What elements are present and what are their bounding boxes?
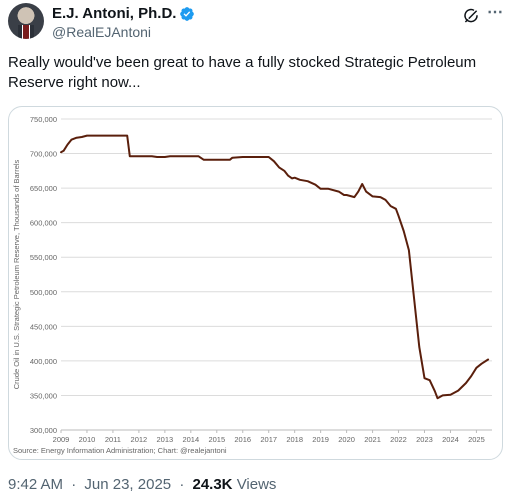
tweet-meta: 9:42 AM · Jun 23, 2025 · 24.3K Views: [8, 476, 276, 493]
y-tick-label: 650,000: [30, 184, 57, 193]
meta-separator: ·: [71, 476, 77, 493]
x-tick-label: 2014: [182, 435, 199, 444]
tweet-date[interactable]: Jun 23, 2025: [84, 476, 172, 493]
y-tick-label: 500,000: [30, 288, 57, 297]
x-tick-label: 2022: [390, 435, 407, 444]
series-line: [60, 134, 490, 400]
chart-source: Source: Energy Information Administratio…: [13, 446, 227, 455]
x-tick-label: 2019: [312, 435, 329, 444]
tweet-header: E.J. Antoni, Ph.D. @RealEJAntoni ⋯: [8, 2, 504, 42]
y-tick-label: 450,000: [30, 322, 57, 331]
chart: 300,000 350,000 400,000 450,000 500,000 550,0…: [12, 115, 492, 455]
x-tick-label: 2020: [338, 435, 355, 444]
x-tick-label: 2011: [105, 435, 121, 444]
avatar[interactable]: [8, 3, 44, 39]
x-tick-label: 2017: [260, 435, 277, 444]
y-tick-label: 550,000: [30, 253, 57, 262]
x-tick-label: 2013: [157, 435, 174, 444]
x-tick-label: 2015: [208, 435, 225, 444]
y-tick-label: 400,000: [30, 357, 57, 366]
y-tick-label: 700,000: [30, 150, 57, 159]
grok-icon[interactable]: [462, 7, 480, 25]
verified-badge-icon: [180, 6, 195, 21]
more-icon[interactable]: ⋯: [487, 4, 503, 21]
author-handle[interactable]: @RealEJAntoni: [52, 24, 152, 40]
x-tick-label: 2010: [79, 435, 96, 444]
x-tick-label: 2009: [53, 435, 70, 444]
x-tick-label: 2023: [416, 435, 433, 444]
views-count: 24.3K: [192, 476, 233, 493]
tweet-media-chart[interactable]: 300,000 350,000 400,000 450,000 500,000 550,0…: [8, 106, 503, 460]
y-tick-label: 600,000: [30, 219, 57, 228]
y-axis-label: Crude Oil in U.S. Strategic Petroleum Re…: [12, 159, 21, 389]
x-tick-label: 2024: [442, 435, 459, 444]
x-tick-label: 2025: [468, 435, 485, 444]
y-tick-label: 750,000: [30, 115, 57, 124]
avatar-tie: [23, 25, 29, 39]
x-tick-label: 2021: [364, 435, 381, 444]
views-label: Views: [236, 476, 277, 493]
x-tick-label: 2012: [131, 435, 148, 444]
y-tick-label: 300,000: [30, 426, 57, 435]
x-tick-label: 2018: [286, 435, 303, 444]
tweet-time[interactable]: 9:42 AM: [8, 476, 64, 493]
tweet-text: Really would've been great to have a ful…: [8, 54, 477, 91]
meta-separator: ·: [179, 476, 185, 493]
author-name-row: E.J. Antoni, Ph.D.: [52, 5, 195, 22]
author-name[interactable]: E.J. Antoni, Ph.D.: [52, 5, 177, 22]
x-tick-label: 2016: [234, 435, 251, 444]
y-tick-label: 350,000: [30, 391, 57, 400]
